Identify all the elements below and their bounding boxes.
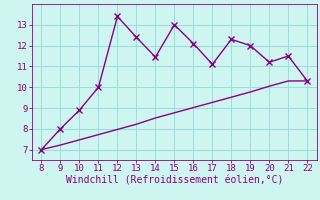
- X-axis label: Windchill (Refroidissement éolien,°C): Windchill (Refroidissement éolien,°C): [66, 176, 283, 186]
